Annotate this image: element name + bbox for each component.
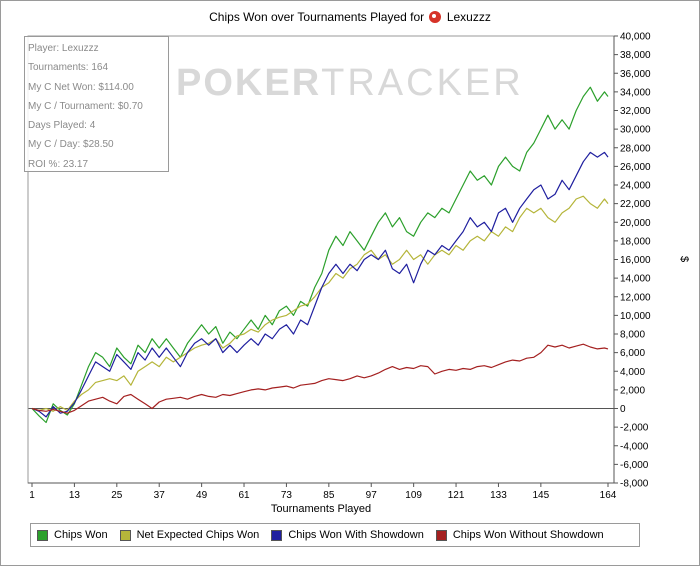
watermark-brand-bold: POKER: [176, 62, 322, 104]
legend-swatch: [37, 529, 48, 541]
series-line-chips-won: [31, 86, 609, 424]
x-tick-label: 97: [366, 490, 378, 501]
y-tick-label: 34,000: [620, 87, 651, 98]
y-tick-label: 14,000: [620, 274, 651, 285]
legend-label: Chips Won With Showdown: [288, 529, 424, 541]
x-tick-label: 121: [448, 490, 465, 501]
x-tick-label: 145: [533, 490, 550, 501]
x-tick-label: 133: [490, 490, 507, 501]
stat-tournaments: Tournaments: 164: [28, 62, 109, 74]
pokertracker-watermark: POKERTRACKER: [176, 62, 524, 105]
y-tick-label: 8,000: [620, 330, 645, 341]
y-tick-label: 40,000: [620, 32, 651, 43]
y-tick-label: 20,000: [620, 218, 651, 229]
y-tick-label: 28,000: [620, 143, 651, 154]
y-tick-label: -2,000: [620, 423, 649, 434]
x-axis-label: Tournaments Played: [271, 503, 371, 515]
y-tick-label: 22,000: [620, 199, 651, 210]
stat-per-day: My C / Day: $28.50: [28, 139, 114, 151]
legend-item-chips-won[interactable]: Chips Won: [37, 529, 108, 541]
y-tick-label: 30,000: [620, 125, 651, 136]
y-tick-label: 38,000: [620, 50, 651, 61]
stat-days-played: Days Played: 4: [28, 120, 96, 132]
y-tick-label: 6,000: [620, 348, 645, 359]
legend-swatch: [271, 529, 283, 541]
y-tick-label: 4,000: [620, 367, 645, 378]
x-axis: 1 13 25 37 49 61 73 85 97 109 121 133 145 164: [28, 482, 617, 501]
x-tick-label: 49: [196, 490, 208, 501]
stat-net-won: My C Net Won: $114.00: [28, 81, 134, 93]
legend-item-net-expected[interactable]: Net Expected Chips Won: [119, 529, 260, 541]
legend-label: Chips Won: [54, 529, 108, 541]
legend-item-with-showdown[interactable]: Chips Won With Showdown: [271, 529, 424, 541]
chart-title-text: Chips Won over Tournaments Played for: [209, 10, 425, 24]
series-line-net-expected-chips-won: [31, 195, 609, 412]
x-tick-label: 1: [29, 490, 35, 501]
y-tick-label: 2,000: [620, 385, 645, 396]
y-axis: -8,000 -6,000 -4,000 -2,000 0 2,000 4,000 6,000…: [613, 32, 651, 490]
stat-roi: ROI %: 23.17: [28, 158, 89, 170]
legend-swatch: [119, 529, 131, 541]
y-tick-label: 36,000: [620, 69, 651, 80]
player-suit-icon: [429, 11, 442, 23]
legend-swatch: [435, 529, 447, 541]
chart-plot: 1 13 25 37 49 61 73 85 97 109 121 133 145 164 -8,000-…: [27, 32, 690, 515]
chart-title-player: Lexuzzz: [446, 10, 491, 24]
y-tick-label: -4,000: [620, 441, 649, 452]
stats-panel: Player: Lexuzzz Tournaments: 164 My C Ne…: [24, 36, 169, 172]
y-tick-label: 0: [620, 404, 626, 415]
x-tick-label: 85: [323, 490, 335, 501]
legend-item-without-showdown[interactable]: Chips Won Without Showdown: [435, 529, 604, 541]
series-line-chips-won-without-showdown: [31, 343, 609, 414]
y-tick-label: -8,000: [620, 479, 649, 490]
legend-label: Chips Won Without Showdown: [452, 529, 604, 541]
y-tick-label: 18,000: [620, 236, 651, 247]
y-tick-label: 32,000: [620, 106, 651, 117]
chart-title: Chips Won over Tournaments Played for Le…: [0, 10, 700, 24]
y-tick-label: 26,000: [620, 162, 651, 173]
x-tick-label: 61: [238, 490, 250, 501]
chart-legend: Chips Won Net Expected Chips Won Chips W…: [30, 523, 640, 547]
x-tick-label: 37: [154, 490, 166, 501]
y-tick-label: -6,000: [620, 460, 649, 471]
y-tick-label: 12,000: [620, 292, 651, 303]
x-tick-label: 109: [405, 490, 422, 501]
y-tick-label: 10,000: [620, 311, 651, 322]
x-tick-label: 25: [111, 490, 123, 501]
y-tick-label: 16,000: [620, 255, 651, 266]
y-tick-label: 24,000: [620, 181, 651, 192]
x-tick-label: 13: [69, 490, 81, 501]
x-tick-label: 73: [281, 490, 293, 501]
watermark-brand-thin: TRACKER: [321, 62, 524, 104]
legend-label: Net Expected Chips Won: [136, 529, 260, 541]
series-layer: [31, 86, 609, 424]
y-axis-label: $: [678, 256, 690, 262]
series-line-chips-won-with-showdown: [31, 151, 609, 418]
x-tick-label: 164: [600, 490, 617, 501]
stat-per-tournament: My C / Tournament: $0.70: [28, 100, 143, 112]
stat-player: Player: Lexuzzz: [28, 43, 99, 54]
